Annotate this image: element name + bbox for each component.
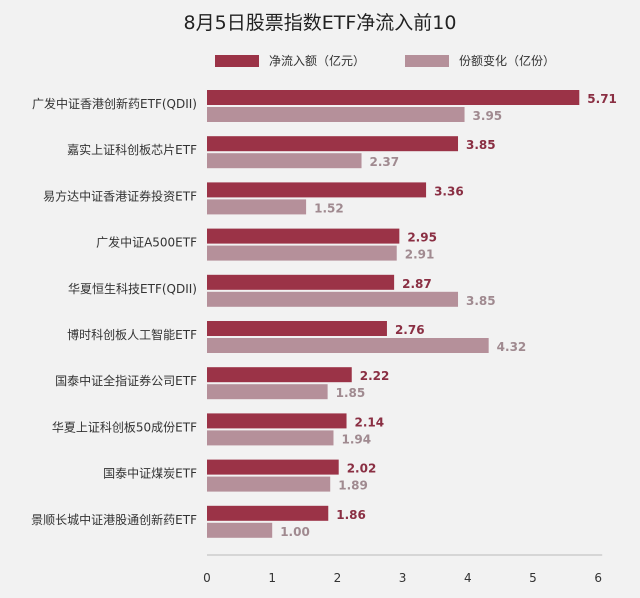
category-label: 广发中证香港创新药ETF(QDII) <box>32 96 197 111</box>
bar-share-change <box>207 291 459 307</box>
data-label-share-change: 1.89 <box>338 479 368 493</box>
legend-label-net-inflow: 净流入额（亿元） <box>269 54 366 68</box>
data-label-net-inflow: 2.14 <box>355 415 385 429</box>
bar-net-inflow <box>207 136 459 152</box>
bar-net-inflow <box>207 182 427 198</box>
bar-net-inflow <box>207 90 580 105</box>
x-tick-label: 3 <box>399 571 407 585</box>
data-label-share-change: 4.32 <box>497 340 527 354</box>
bar-net-inflow <box>207 505 329 521</box>
data-label-share-change: 2.91 <box>405 248 435 262</box>
legend-item-share-change: 份额变化（亿份） <box>405 52 555 69</box>
bar-net-inflow <box>207 413 347 429</box>
data-label-net-inflow: 2.22 <box>360 369 390 383</box>
bar-net-inflow <box>207 459 339 475</box>
chart-title: 8月5日股票指数ETF净流入前10 <box>183 12 457 34</box>
category-label: 博时科创板人工智能ETF <box>67 327 197 342</box>
x-tick-label: 6 <box>594 571 602 585</box>
legend-label-share-change: 份额变化（亿份） <box>459 54 556 68</box>
x-tick-label: 1 <box>268 571 276 585</box>
category-label: 景顺长城中证港股通创新药ETF <box>31 512 197 527</box>
data-label-share-change: 3.85 <box>466 294 496 308</box>
category-label: 国泰中证煤炭ETF <box>103 466 197 481</box>
data-label-net-inflow: 2.87 <box>402 277 432 291</box>
category-label: 易方达中证香港证券投资ETF <box>43 188 197 203</box>
data-label-share-change: 1.94 <box>341 432 371 446</box>
bar-share-change <box>207 107 465 122</box>
data-label-net-inflow: 2.95 <box>407 231 437 245</box>
bar-share-change <box>207 245 397 261</box>
bar-share-change <box>207 338 489 353</box>
data-label-share-change: 1.52 <box>314 201 344 215</box>
bar-share-change <box>207 384 328 400</box>
category-label: 广发中证A500ETF <box>96 235 197 250</box>
x-tick-label: 4 <box>464 571 472 585</box>
x-tick-label: 2 <box>334 571 342 585</box>
x-tick-label: 0 <box>203 571 211 585</box>
bar-net-inflow <box>207 228 400 244</box>
data-label-net-inflow: 3.36 <box>434 184 464 198</box>
bar-share-change <box>207 199 307 215</box>
bar-share-change <box>207 430 334 446</box>
bar-net-inflow <box>207 321 387 336</box>
data-label-net-inflow: 3.85 <box>466 138 496 152</box>
bar-share-change <box>207 153 362 169</box>
legend: 净流入额（亿元） 份额变化（亿份） <box>215 52 555 69</box>
data-label-share-change: 1.00 <box>280 525 310 539</box>
legend-swatch-share-change <box>405 54 450 67</box>
bar-net-inflow <box>207 367 352 383</box>
data-label-share-change: 3.95 <box>473 109 503 123</box>
category-label: 华夏恒生科技ETF(QDII) <box>68 282 197 296</box>
bar-share-change <box>207 522 273 538</box>
data-label-share-change: 2.37 <box>370 155 400 169</box>
data-label-net-inflow: 5.71 <box>587 92 617 106</box>
legend-item-net-inflow: 净流入额（亿元） <box>215 52 365 69</box>
bar-share-change <box>207 476 331 492</box>
x-tick-label: 5 <box>529 571 537 585</box>
legend-swatch-net-inflow <box>215 54 259 67</box>
category-label: 嘉实上证科创板芯片ETF <box>67 142 197 157</box>
data-label-net-inflow: 2.76 <box>395 323 425 337</box>
data-label-share-change: 1.85 <box>336 386 366 400</box>
bar-net-inflow <box>207 274 395 290</box>
category-label: 华夏上证科创板50成份ETF <box>52 420 197 434</box>
category-label: 国泰中证全指证券公司ETF <box>55 373 197 388</box>
data-label-net-inflow: 1.86 <box>336 508 366 522</box>
data-label-net-inflow: 2.02 <box>347 462 377 476</box>
